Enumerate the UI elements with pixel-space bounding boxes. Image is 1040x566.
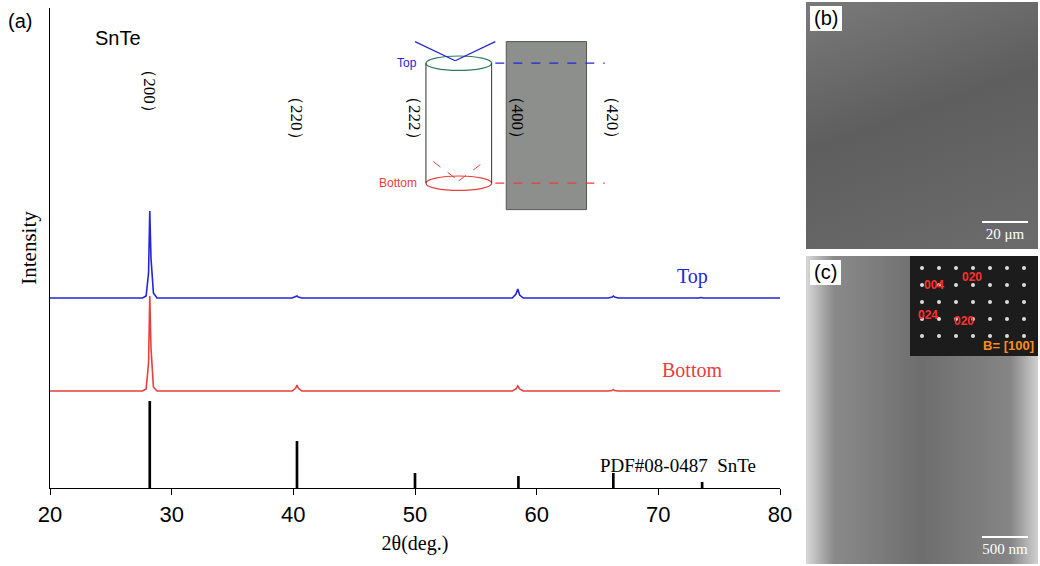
- svg-text:（400）: （400）: [508, 88, 527, 148]
- svg-text:50: 50: [403, 502, 427, 527]
- svg-text:(a): (a): [8, 10, 32, 32]
- svg-text:Top: Top: [397, 56, 417, 70]
- svg-text:PDF#08-0487 SnTe: PDF#08-0487 SnTe: [600, 455, 756, 476]
- html-text:(c): (c): [814, 261, 838, 283]
- svg-text:20: 20: [38, 502, 62, 527]
- html-text:20 μm: 20 μm: [985, 226, 1025, 242]
- html-text:024: 024: [918, 308, 938, 322]
- svg-text:40: 40: [281, 502, 305, 527]
- html-text:(b): (b): [814, 7, 839, 29]
- svg-text:Bottom: Bottom: [379, 176, 417, 190]
- svg-text:70: 70: [646, 502, 670, 527]
- svg-text:80: 80: [768, 502, 792, 527]
- html-text:B= [100]: B= [100]: [983, 338, 1034, 353]
- html-text:020: 020: [954, 314, 974, 328]
- svg-text:2θ(deg.): 2θ(deg.): [382, 532, 449, 555]
- html-text:004: 004: [924, 278, 944, 292]
- html-text:020: 020: [962, 270, 982, 284]
- html-text:500 nm: 500 nm: [982, 541, 1028, 557]
- svg-text:Top: Top: [677, 265, 708, 288]
- svg-text:Bottom: Bottom: [662, 359, 722, 381]
- svg-text:SnTe: SnTe: [95, 27, 141, 49]
- svg-text:30: 30: [159, 502, 183, 527]
- svg-text:（420）: （420）: [603, 88, 622, 148]
- svg-text:60: 60: [524, 502, 548, 527]
- svg-text:Intensity: Intensity: [17, 211, 41, 285]
- svg-text:（220）: （220）: [287, 88, 306, 148]
- svg-text:（222）: （222）: [405, 88, 424, 148]
- svg-text:（200）: （200）: [140, 61, 159, 121]
